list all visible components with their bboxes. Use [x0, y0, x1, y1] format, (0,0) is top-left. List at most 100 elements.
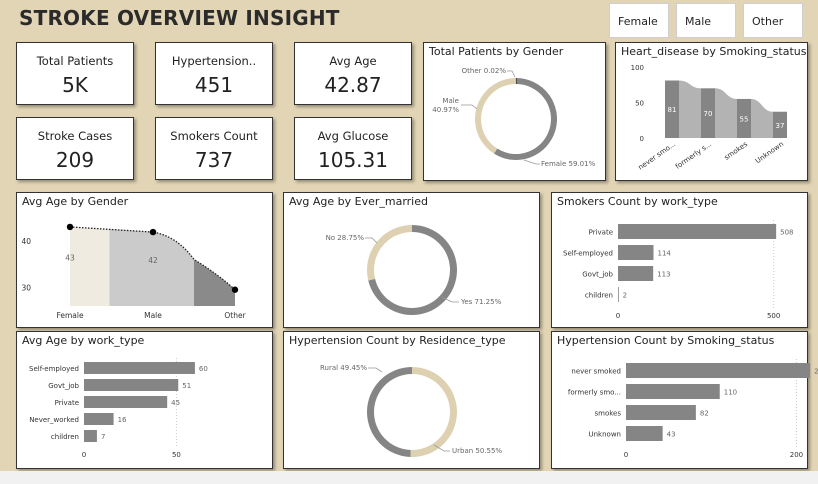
- bar: [618, 224, 777, 239]
- panel-title: Total Patients by Gender: [429, 45, 564, 58]
- data-point: [66, 223, 74, 231]
- donut-slice-other: [515, 78, 517, 85]
- kpi-label: Avg Age: [329, 54, 377, 68]
- category-label: Unknown: [754, 140, 785, 165]
- x-tick-label: 0: [624, 451, 628, 459]
- kpi-value: 105.31: [318, 148, 388, 172]
- panel-heart-disease[interactable]: Heart_disease by Smoking_status 81 70 55 37…: [615, 42, 808, 181]
- age-work-bar-chart: Self-employed 60 Govt_job 51 Private 45 Never_…: [29, 358, 208, 459]
- bar: [618, 245, 654, 260]
- kpi-avg-glucose[interactable]: Avg Glucose 105.31: [294, 117, 412, 180]
- data-label: 7: [101, 433, 105, 441]
- category-label: Govt_job: [48, 382, 79, 390]
- bar: [626, 384, 720, 399]
- category-label: never smoked: [571, 368, 621, 376]
- donut-slice-female: [494, 78, 557, 160]
- panel-title: Smokers Count by work_type: [557, 195, 718, 208]
- slicer-other[interactable]: Other: [743, 3, 803, 38]
- data-label: 51: [182, 382, 191, 390]
- kpi-value: 5K: [62, 73, 88, 97]
- category-label: Private: [55, 399, 79, 407]
- page-title: STROKE OVERVIEW INSIGHT: [19, 6, 340, 30]
- kpi-label: Stroke Cases: [37, 129, 113, 143]
- leader-line: [441, 296, 459, 303]
- data-label: 42: [148, 256, 158, 265]
- panel-hyp-smoking[interactable]: Hypertension Count by Smoking_status nev…: [551, 331, 818, 469]
- panel-smokers-work[interactable]: Smokers Count by work_type Private 508 Sel…: [551, 192, 808, 328]
- bar: [737, 98, 751, 138]
- kpi-total-patients[interactable]: Total Patients 5K: [16, 42, 134, 105]
- panel-gender-donut[interactable]: Total Patients by Gender Female 59.01% Ma…: [423, 42, 606, 181]
- kpi-stroke-cases[interactable]: Stroke Cases 209: [16, 117, 134, 180]
- data-label: 55: [740, 115, 749, 123]
- slice-label: Female 59.01%: [541, 160, 596, 168]
- category-label: Self-employed: [563, 250, 613, 258]
- x-tick-label: 500: [767, 312, 780, 320]
- smokers-work-bar-chart: Private 508 Self-employed 114 Govt_job 113 chi…: [563, 220, 794, 320]
- bar: [84, 362, 195, 374]
- bar: [626, 426, 663, 441]
- bar: [618, 266, 654, 281]
- data-label: 70: [704, 110, 713, 118]
- slice-label: Other 0.02%: [462, 67, 507, 75]
- kpi-label: Total Patients: [36, 54, 114, 68]
- leader-line: [433, 444, 450, 452]
- kpi-hypertension[interactable]: Hypertension.. 451: [155, 42, 273, 105]
- bar: [618, 287, 619, 302]
- data-label: 60: [199, 365, 208, 373]
- slicer-male[interactable]: Male: [676, 3, 736, 38]
- panel-title: Avg Age by Ever_married: [289, 195, 428, 208]
- kpi-avg-age[interactable]: Avg Age 42.87: [294, 42, 412, 105]
- ribbon: [751, 98, 773, 138]
- panel-residence-donut[interactable]: Hypertension Count by Residence_type Urb…: [283, 331, 540, 469]
- data-label: 43: [667, 431, 676, 439]
- kpi-value: 451: [194, 73, 234, 97]
- bar: [84, 379, 179, 391]
- bottom-scroll-strip: [0, 471, 818, 484]
- category-label: children: [585, 292, 613, 300]
- panel-age-gender[interactable]: Avg Age by Gender 43 42 40 30 Female Male Othe…: [16, 192, 273, 328]
- x-tick-label: Female: [56, 311, 84, 320]
- category-label: formerly smo...: [568, 389, 621, 397]
- data-label: 508: [780, 229, 793, 237]
- ribbon: [715, 88, 737, 138]
- donut-slice-male: [475, 78, 516, 154]
- y-tick-label: 0: [640, 135, 644, 143]
- kpi-smokers-count[interactable]: Smokers Count 737: [155, 117, 273, 180]
- area-segment: [109, 228, 194, 306]
- slice-label: Male: [442, 97, 459, 105]
- panel-title: Hypertension Count by Residence_type: [289, 334, 506, 347]
- category-label: Govt_job: [582, 271, 613, 279]
- category-label: Private: [589, 229, 613, 237]
- trend-line: [69, 226, 236, 291]
- y-tick-label: 40: [21, 237, 31, 246]
- residence-donut-chart: Urban 50.55% Rural 49.45%: [320, 364, 502, 457]
- panel-age-work[interactable]: Avg Age by work_type Self-employed 60 Govt…: [16, 331, 273, 469]
- area-segment: [194, 259, 235, 306]
- slice-label: No 28.75%: [326, 234, 365, 242]
- age-gender-area-chart: 43 42 40 30 Female Male Other: [21, 223, 247, 320]
- data-label: 216: [814, 368, 818, 376]
- panel-title: Hypertension Count by Smoking_status: [557, 334, 775, 347]
- leader-line: [368, 367, 383, 373]
- slicer-female[interactable]: Female: [609, 3, 669, 38]
- bar: [626, 363, 811, 378]
- bar: [665, 80, 679, 138]
- data-label: 43: [65, 253, 75, 262]
- data-label: 81: [668, 106, 677, 114]
- slice-label: Urban 50.55%: [452, 447, 502, 455]
- panel-title: Avg Age by Gender: [22, 195, 129, 208]
- donut-slice-no: [367, 225, 412, 281]
- leader-line: [523, 159, 540, 165]
- kpi-value: 737: [194, 148, 234, 172]
- kpi-value: 209: [55, 148, 95, 172]
- married-donut-chart: Yes 71.25% No 28.75%: [326, 225, 502, 315]
- data-point: [149, 228, 157, 236]
- kpi-value: 42.87: [324, 73, 382, 97]
- bar: [84, 396, 168, 408]
- donut-slice-urban: [410, 367, 458, 457]
- panel-married-donut[interactable]: Avg Age by Ever_married Yes 71.25% No 28.…: [283, 192, 540, 328]
- leader-line: [461, 104, 478, 110]
